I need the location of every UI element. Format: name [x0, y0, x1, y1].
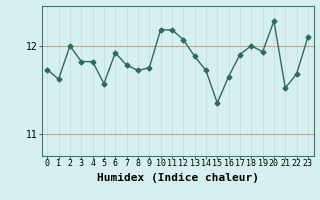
X-axis label: Humidex (Indice chaleur): Humidex (Indice chaleur) — [97, 173, 259, 183]
